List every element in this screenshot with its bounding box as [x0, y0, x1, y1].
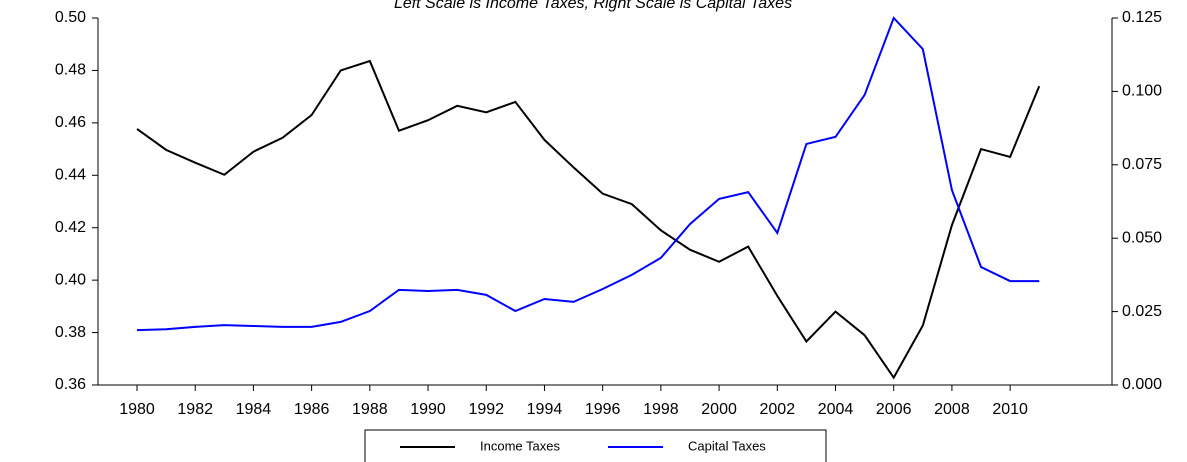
legend-label: Capital Taxes — [688, 438, 766, 453]
x-tick-label: 2002 — [760, 401, 796, 418]
series-line — [136, 16, 1040, 332]
y-tick-label: 0.36 — [55, 376, 86, 393]
x-tick-label: 2000 — [701, 401, 737, 418]
legend-label: Income Taxes — [480, 438, 560, 453]
x-tick-label: 2008 — [934, 401, 970, 418]
x-tick-label: 1988 — [352, 401, 388, 418]
chart-title: Left Scale is Income Taxes, Right Scale … — [394, 0, 792, 12]
y2-tick-label: 0.050 — [1122, 229, 1162, 246]
x-tick-label: 1986 — [294, 401, 330, 418]
y-tick-label: 0.38 — [55, 324, 86, 341]
x-tick-label: 1980 — [119, 401, 155, 418]
y-tick-label: 0.46 — [55, 114, 86, 131]
x-tick-label: 1984 — [236, 401, 272, 418]
x-tick-label: 1982 — [177, 401, 213, 418]
x-tick-label: 2010 — [992, 401, 1028, 418]
y2-tick-label: 0.075 — [1122, 156, 1162, 173]
x-tick-label: 1996 — [585, 401, 621, 418]
x-tick-label: 2006 — [876, 401, 912, 418]
y2-tick-label: 0.125 — [1122, 9, 1162, 26]
y2-tick-label: 0.025 — [1122, 303, 1162, 320]
x-tick-label: 1994 — [527, 401, 563, 418]
x-tick-label: 1992 — [468, 401, 504, 418]
series-line — [136, 59, 1041, 380]
y2-tick-label: 0.100 — [1122, 83, 1162, 100]
x-tick-label: 1998 — [643, 401, 679, 418]
y-tick-label: 0.42 — [55, 219, 86, 236]
x-tick-label: 1990 — [410, 401, 446, 418]
x-tick-label: 2004 — [818, 401, 854, 418]
y-tick-label: 0.50 — [55, 9, 86, 26]
y-tick-label: 0.44 — [55, 167, 86, 184]
y2-tick-label: 0.000 — [1122, 376, 1162, 393]
y-tick-label: 0.40 — [55, 271, 86, 288]
y-tick-label: 0.48 — [55, 62, 86, 79]
